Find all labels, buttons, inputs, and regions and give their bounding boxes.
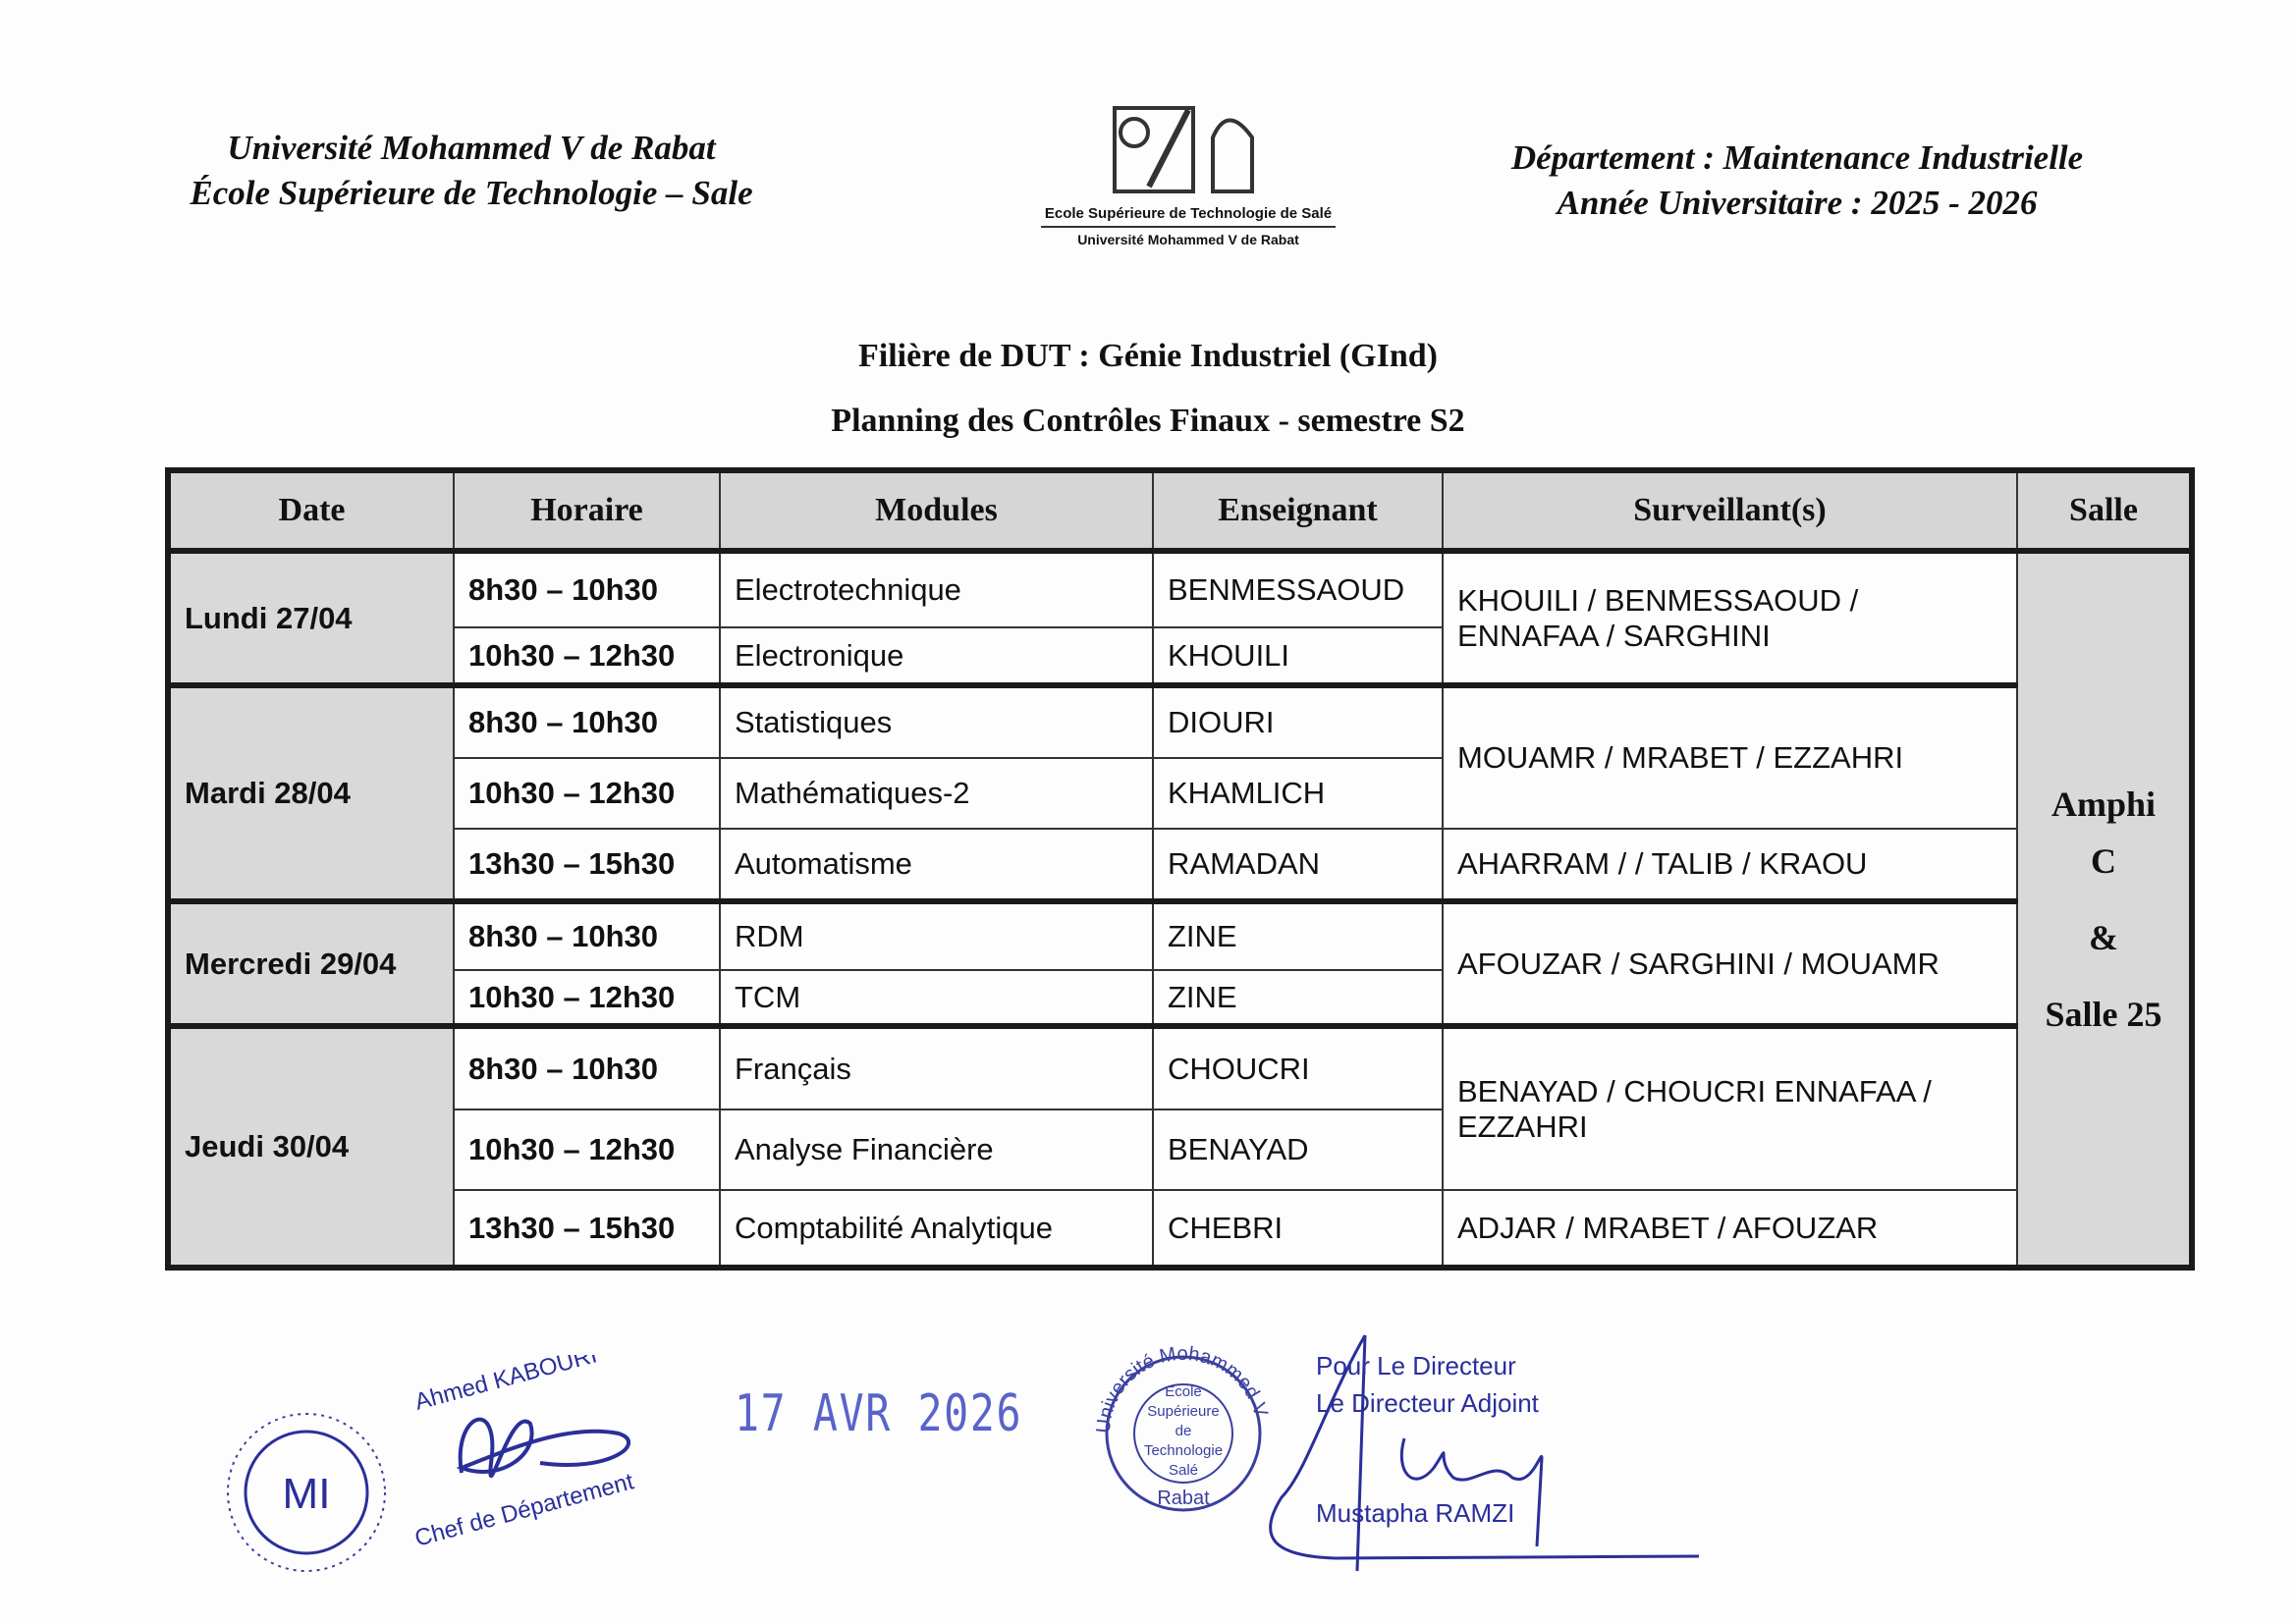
director-signature-icon bbox=[1269, 1334, 1700, 1572]
planning-title: Planning des Contrôles Finaux - semestre… bbox=[831, 403, 1465, 439]
teacher-cell: ZINE bbox=[1152, 898, 1444, 971]
supervisors-cell: AFOUZAR / SARGHINI / MOUAMR bbox=[1442, 898, 2018, 1027]
teacher-cell: KHOUILI bbox=[1152, 626, 1444, 686]
room-line: Amphi bbox=[2050, 784, 2157, 824]
column-header: Enseignant bbox=[1152, 469, 1444, 554]
module-cell: Electrotechnique bbox=[719, 550, 1154, 628]
column-header: Surveillant(s) bbox=[1442, 469, 2018, 554]
exam-schedule-table: Date Horaire Modules Enseignant Surveillant(… bbox=[165, 467, 2195, 1271]
university-header: Université Mohammed V de Rabat École Sup… bbox=[157, 126, 786, 216]
supervisors-cell: MOUAMR / MRABET / EZZAHRI bbox=[1442, 682, 2018, 830]
stamp-center-line: de bbox=[1175, 1423, 1192, 1439]
logo-line-1: Ecole Supérieure de Technologie de Salé bbox=[1044, 205, 1333, 222]
stamp-center-line: Supérieure bbox=[1147, 1403, 1219, 1420]
date-cell: Jeudi 30/04 bbox=[167, 1023, 455, 1269]
director-line-1: Pour Le Directeur bbox=[1316, 1351, 1516, 1380]
date-cell: Mercredi 29/04 bbox=[167, 898, 455, 1027]
director-stamp-and-signature: Université Mohammed V Rabat Ecole Supéri… bbox=[1093, 1334, 1700, 1572]
school-logo: Ecole Supérieure de Technologie de Salé … bbox=[992, 98, 1385, 247]
table-row: 10h30 – 12h30 TCM ZINE bbox=[168, 969, 2192, 1027]
teacher-cell: BENMESSAOUD bbox=[1152, 550, 1444, 628]
table-row: 10h30 – 12h30 Electronique KHOUILI bbox=[168, 626, 2192, 686]
teacher-cell: CHOUCRI bbox=[1152, 1023, 1444, 1110]
department-header: Département : Maintenance Industrielle A… bbox=[1414, 135, 2180, 226]
module-cell: RDM bbox=[719, 898, 1154, 971]
table-row: 10h30 – 12h30 Mathématiques-2 KHAMLICH bbox=[168, 757, 2192, 830]
room-line: C bbox=[2091, 841, 2116, 881]
dept-stamp-text: MI bbox=[283, 1470, 331, 1518]
table-row: Mardi 28/04 8h30 – 10h30 Statistiques DIOUR… bbox=[167, 682, 2192, 902]
module-cell: Mathématiques-2 bbox=[719, 757, 1154, 830]
teacher-cell: KHAMLICH bbox=[1152, 757, 1444, 830]
date-cell: Mardi 28/04 bbox=[167, 682, 455, 902]
director-name: Mustapha RAMZI bbox=[1316, 1498, 1514, 1528]
teacher-cell: BENAYAD bbox=[1152, 1109, 1444, 1191]
time-cell: 10h30 – 12h30 bbox=[453, 969, 721, 1027]
time-cell: 10h30 – 12h30 bbox=[453, 1109, 721, 1191]
logo-emblem-icon bbox=[1113, 106, 1254, 193]
room-line: & bbox=[2089, 918, 2118, 957]
logo-line-2: Université Mohammed V de Rabat bbox=[1077, 232, 1299, 247]
module-cell: Analyse Financière bbox=[719, 1109, 1154, 1191]
time-cell: 8h30 – 10h30 bbox=[453, 682, 721, 759]
supervisors-cell: ADJAR / MRABET / AFOUZAR bbox=[1442, 1189, 2018, 1269]
table-row: Jeudi 30/04 8h30 – 10h30 Français CHOUCRI BE… bbox=[167, 1023, 2192, 1269]
teacher-cell: RAMADAN bbox=[1152, 828, 1444, 902]
logo-divider bbox=[1041, 226, 1336, 228]
room-line: Salle 25 bbox=[2045, 995, 2162, 1034]
table-header-row: Date Horaire Modules Enseignant Surveillant(… bbox=[167, 469, 2193, 554]
chef-name: Ahmed KABOURI bbox=[412, 1355, 600, 1416]
table-row: 13h30 – 15h30 Comptabilité Analytique CHEB… bbox=[168, 1189, 2192, 1269]
academic-year: Année Universitaire : 2025 - 2026 bbox=[1557, 184, 2038, 222]
supervisors-cell: BENAYAD / CHOUCRI ENNAFAA / EZZAHRI bbox=[1442, 1023, 2018, 1191]
time-cell: 13h30 – 15h30 bbox=[453, 828, 721, 902]
module-cell: Comptabilité Analytique bbox=[719, 1189, 1154, 1269]
teacher-cell: CHEBRI bbox=[1152, 1189, 1444, 1269]
stamp-bottom-text: Rabat bbox=[1157, 1488, 1210, 1509]
supervisors-cell: AHARRAM / / TALIB / KRAOU bbox=[1442, 828, 2018, 902]
director-line-2: Le Directeur Adjoint bbox=[1316, 1388, 1540, 1418]
module-cell: Français bbox=[719, 1023, 1154, 1110]
filiere-title: Filière de DUT : Génie Industriel (GInd) bbox=[858, 338, 1438, 374]
school-name: École Supérieure de Technologie – Sale bbox=[190, 174, 753, 212]
date-cell: Lundi 27/04 bbox=[167, 550, 455, 686]
table-row: Mercredi 29/04 8h30 – 10h30 RDM ZINE AFOUZAR… bbox=[167, 898, 2192, 1027]
table-row: 10h30 – 12h30 Analyse Financière BENAYAD bbox=[168, 1109, 2192, 1191]
time-cell: 10h30 – 12h30 bbox=[453, 757, 721, 830]
module-cell: Statistiques bbox=[719, 682, 1154, 759]
module-cell: Electronique bbox=[719, 626, 1154, 686]
table-row: 13h30 – 15h30 Automatisme RAMADAN AHARRAM /… bbox=[168, 828, 2192, 902]
module-cell: Automatisme bbox=[719, 828, 1154, 902]
column-header: Salle bbox=[2016, 469, 2193, 554]
column-header: Date bbox=[167, 469, 455, 554]
teacher-cell: DIOURI bbox=[1152, 682, 1444, 759]
department-name: Département : Maintenance Industrielle bbox=[1510, 138, 2084, 177]
time-cell: 8h30 – 10h30 bbox=[453, 1023, 721, 1110]
chef-signature-icon bbox=[456, 1417, 630, 1478]
supervisors-cell: KHOUILI / BENMESSAOUD / ENNAFAA / SARGHI… bbox=[1442, 550, 2018, 686]
stamp-center-line: Ecole bbox=[1165, 1383, 1202, 1400]
stamp-center-line: Salé bbox=[1169, 1462, 1198, 1479]
time-cell: 8h30 – 10h30 bbox=[453, 898, 721, 971]
date-stamp: 17 AVR 2026 bbox=[735, 1384, 1023, 1443]
teacher-cell: ZINE bbox=[1152, 969, 1444, 1027]
table-row: Lundi 27/04 8h30 – 10h30 Electrotechnique B… bbox=[167, 550, 2193, 1269]
time-cell: 8h30 – 10h30 bbox=[453, 550, 721, 628]
chef-title: Chef de Département bbox=[412, 1468, 637, 1552]
time-cell: 13h30 – 15h30 bbox=[453, 1189, 721, 1269]
column-header: Horaire bbox=[453, 469, 721, 554]
university-name: Université Mohammed V de Rabat bbox=[227, 129, 716, 167]
time-cell: 10h30 – 12h30 bbox=[453, 626, 721, 686]
department-stamp-and-signature: MI Ahmed KABOURI Chef de Département bbox=[227, 1355, 637, 1572]
module-cell: TCM bbox=[719, 969, 1154, 1027]
stamp-center-line: Technologie bbox=[1144, 1442, 1223, 1459]
room-cell: Amphi C & Salle 25 bbox=[2016, 550, 2193, 1269]
column-header: Modules bbox=[719, 469, 1154, 554]
